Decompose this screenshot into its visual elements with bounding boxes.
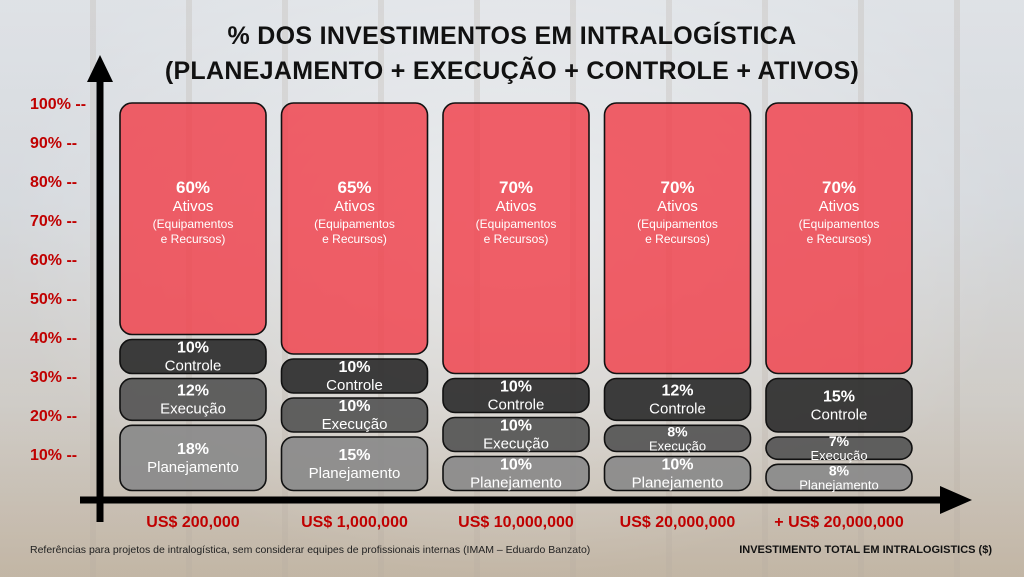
bar-segment-planejamento	[119, 424, 267, 492]
series-label: Planejamento	[470, 475, 562, 492]
bar-segment-controle	[603, 377, 752, 422]
bar-segment-controle	[119, 338, 267, 375]
data-label: 70%	[822, 178, 856, 197]
series-label: Ativos	[657, 198, 698, 215]
chart-title-line2: (PLANEJAMENTO + EXECUÇÃO + CONTROLE + AT…	[164, 57, 860, 85]
data-label: 10%	[500, 379, 532, 396]
y-tick-label: 70% --	[30, 213, 77, 230]
x-axis-arrowhead	[940, 486, 972, 514]
series-label: Planejamento	[309, 465, 401, 482]
y-tick-label: 20% --	[30, 408, 77, 425]
y-tick-label: 30% --	[30, 369, 77, 386]
data-label: 10%	[500, 418, 532, 435]
series-label: Execução	[810, 448, 867, 463]
bar-segment-execução	[119, 377, 267, 422]
bar-segment-execução	[280, 397, 429, 433]
data-label: 7%	[829, 433, 850, 449]
x-tick-label: + US$ 20,000,000	[774, 514, 904, 531]
series-sublabel: (Equipamentos	[153, 217, 234, 231]
series-sublabel: e Recursos)	[807, 232, 872, 246]
series-label: Ativos	[334, 198, 375, 215]
bar-segment-ativos	[765, 102, 913, 375]
series-label: Ativos	[173, 198, 214, 215]
series-label: Controle	[326, 377, 383, 394]
footnote: Referências para projetos de intralogíst…	[30, 544, 591, 556]
data-label: 8%	[829, 462, 850, 478]
series-label: Execução	[322, 416, 388, 433]
series-label: Ativos	[819, 198, 860, 215]
bar-segment-ativos	[603, 102, 752, 375]
series-label: Execução	[483, 436, 549, 453]
data-label: 10%	[338, 398, 370, 415]
bar-segment-planejamento	[765, 463, 913, 492]
series-label: Planejamento	[147, 459, 239, 476]
bar-segment-execução	[442, 416, 590, 453]
series-label: Planejamento	[799, 477, 879, 492]
data-label: 60%	[176, 178, 210, 197]
y-tick-label: 10% --	[30, 447, 77, 464]
x-axis-label: INVESTIMENTO TOTAL EM INTRALOGISTICS ($)	[739, 544, 992, 556]
data-label: 10%	[500, 457, 532, 474]
series-sublabel: (Equipamentos	[799, 217, 880, 231]
x-tick-label: US$ 200,000	[146, 514, 240, 531]
bar-segment-ativos	[442, 102, 590, 375]
y-tick-label: 50% --	[30, 291, 77, 308]
data-label: 8%	[667, 423, 688, 439]
series-sublabel: e Recursos)	[322, 232, 387, 246]
series-sublabel: e Recursos)	[161, 232, 226, 246]
bar-segment-controle	[765, 377, 913, 433]
series-label: Execução	[649, 438, 706, 453]
data-label: 15%	[823, 388, 855, 405]
series-sublabel: (Equipamentos	[637, 217, 718, 231]
data-label: 70%	[499, 178, 533, 197]
series-sublabel: (Equipamentos	[476, 217, 557, 231]
bar-segment-planejamento	[442, 455, 590, 492]
series-label: Controle	[811, 406, 868, 423]
series-label: Ativos	[496, 198, 537, 215]
bar-segment-controle	[442, 377, 590, 414]
data-label: 12%	[177, 382, 209, 399]
x-tick-label: US$ 20,000,000	[620, 514, 736, 531]
data-label: 15%	[338, 447, 370, 464]
y-tick-label: 90% --	[30, 135, 77, 152]
bar-segment-execução	[765, 436, 913, 461]
x-tick-label: US$ 1,000,000	[301, 514, 408, 531]
y-tick-label: 100% --	[30, 96, 86, 113]
data-label: 12%	[661, 382, 693, 399]
series-label: Controle	[649, 400, 706, 417]
data-label: 10%	[177, 340, 209, 357]
data-label: 10%	[661, 457, 693, 474]
y-tick-label: 80% --	[30, 174, 77, 191]
series-sublabel: (Equipamentos	[314, 217, 395, 231]
series-label: Controle	[165, 358, 222, 375]
data-label: 70%	[660, 178, 694, 197]
bar-segment-planejamento	[280, 436, 429, 492]
y-tick-label: 60% --	[30, 252, 77, 269]
y-axis-arrowhead	[87, 55, 113, 82]
bar-segment-ativos	[119, 102, 267, 336]
series-sublabel: e Recursos)	[645, 232, 710, 246]
bar-segment-planejamento	[603, 455, 752, 492]
data-label: 10%	[338, 359, 370, 376]
series-sublabel: e Recursos)	[484, 232, 549, 246]
bar-segment-controle	[280, 358, 429, 394]
x-tick-label: US$ 10,000,000	[458, 514, 574, 531]
data-label: 65%	[337, 178, 371, 197]
data-label: 18%	[177, 441, 209, 458]
y-tick-label: 40% --	[30, 330, 77, 347]
series-label: Execução	[160, 400, 226, 417]
series-label: Controle	[488, 397, 545, 414]
chart-title-line1: % DOS INVESTIMENTOS EM INTRALOGÍSTICA	[227, 22, 797, 50]
bar-segment-execução	[603, 424, 752, 453]
series-label: Planejamento	[632, 475, 724, 492]
bar-segment-ativos	[280, 102, 429, 355]
